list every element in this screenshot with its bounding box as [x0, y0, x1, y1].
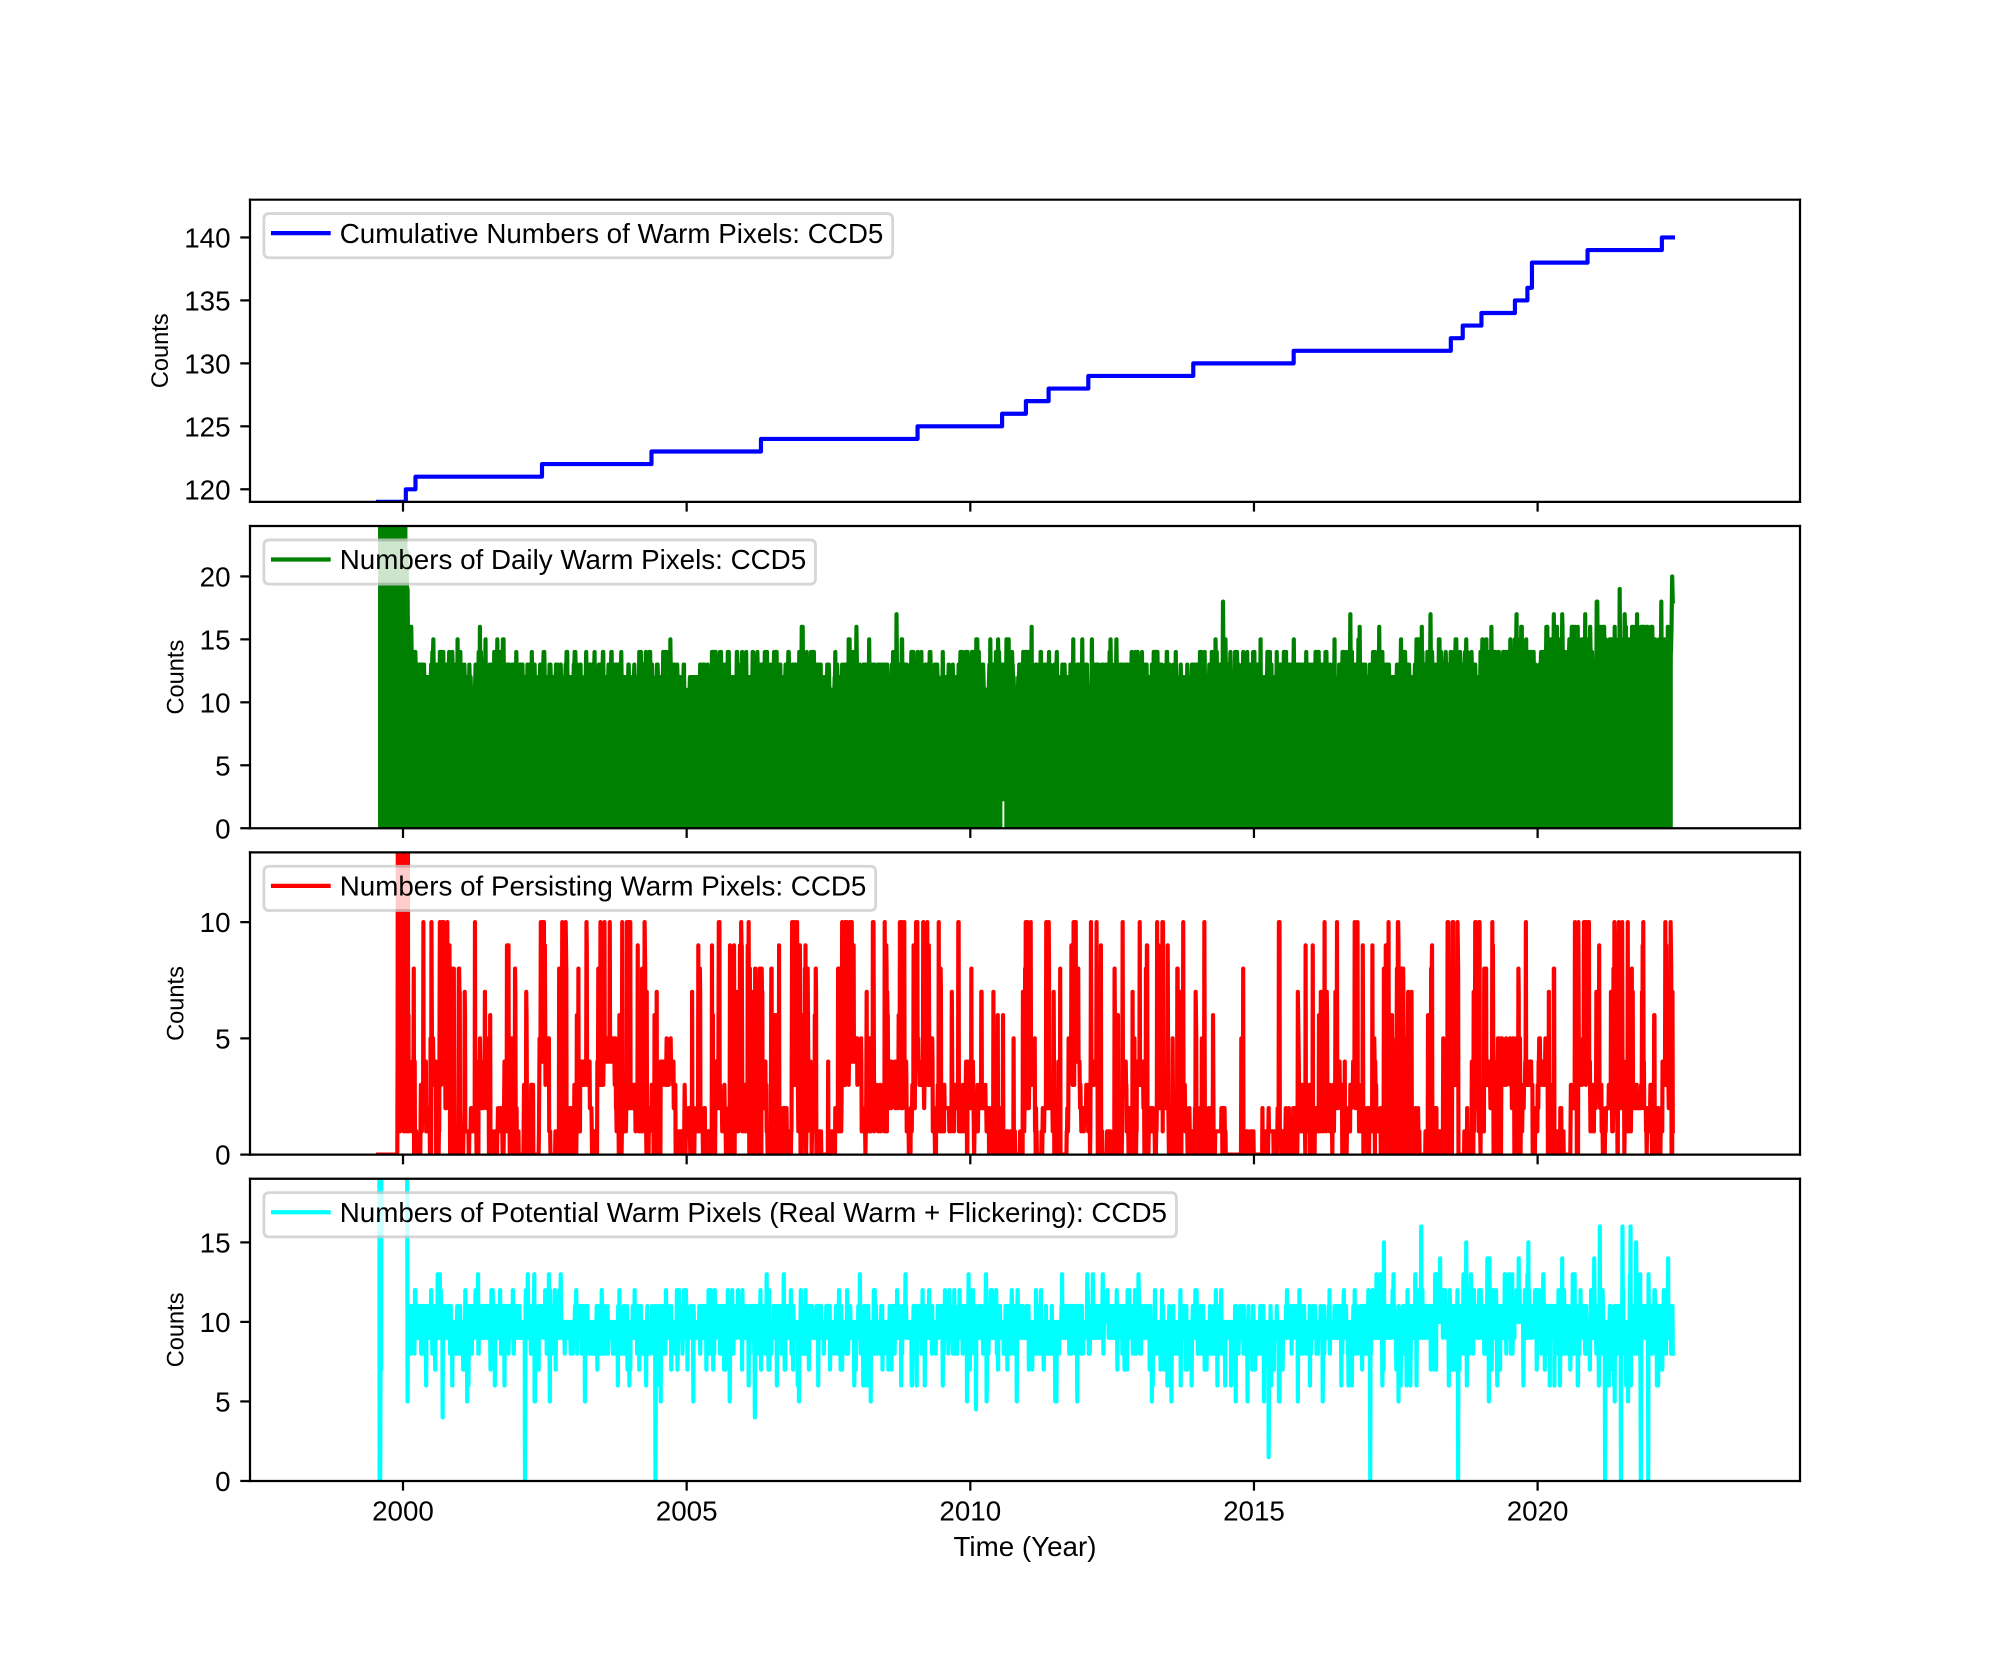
svg-text:140: 140 [184, 223, 230, 254]
svg-text:Time (Year): Time (Year) [954, 1531, 1097, 1562]
svg-text:Cumulative Numbers of Warm Pix: Cumulative Numbers of Warm Pixels: CCD5 [340, 218, 884, 249]
svg-text:Counts: Counts [164, 966, 190, 1041]
svg-text:Counts: Counts [164, 1292, 190, 1367]
svg-text:Numbers of Daily Warm Pixels:: Numbers of Daily Warm Pixels: CCD5 [340, 544, 806, 575]
svg-text:Counts: Counts [148, 313, 174, 388]
svg-text:Numbers of Potential Warm Pixe: Numbers of Potential Warm Pixels (Real W… [340, 1197, 1167, 1228]
svg-text:0: 0 [215, 1140, 230, 1171]
svg-text:5: 5 [215, 750, 230, 781]
svg-text:10: 10 [200, 687, 231, 718]
svg-text:125: 125 [184, 411, 230, 442]
svg-text:135: 135 [184, 285, 230, 316]
svg-text:10: 10 [200, 1307, 231, 1338]
svg-text:120: 120 [184, 474, 230, 505]
svg-text:10: 10 [200, 907, 231, 938]
svg-text:2005: 2005 [656, 1496, 718, 1527]
svg-text:15: 15 [200, 624, 231, 655]
svg-text:5: 5 [215, 1023, 230, 1054]
svg-text:5: 5 [215, 1387, 230, 1418]
svg-text:2015: 2015 [1223, 1496, 1285, 1527]
svg-text:2000: 2000 [372, 1496, 434, 1527]
svg-text:2020: 2020 [1507, 1496, 1569, 1527]
svg-text:0: 0 [215, 813, 230, 844]
svg-text:2010: 2010 [939, 1496, 1001, 1527]
svg-text:20: 20 [200, 561, 231, 592]
svg-text:0: 0 [215, 1466, 230, 1497]
svg-text:Numbers of Persisting Warm Pix: Numbers of Persisting Warm Pixels: CCD5 [340, 871, 867, 902]
svg-text:Counts: Counts [164, 640, 190, 715]
svg-text:15: 15 [200, 1227, 231, 1258]
svg-text:130: 130 [184, 348, 230, 379]
